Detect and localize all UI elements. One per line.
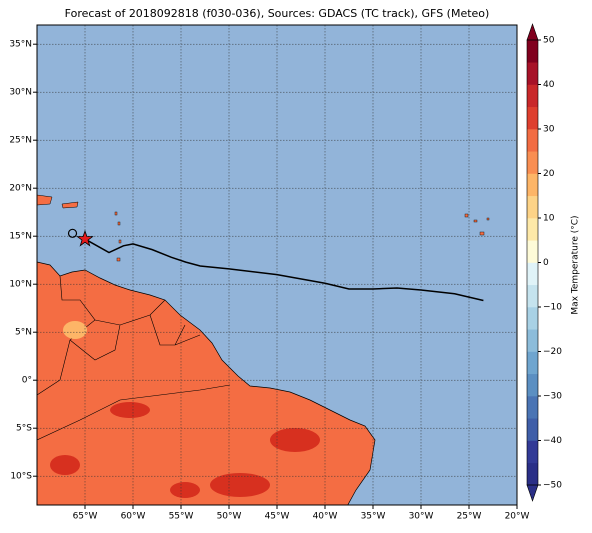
land [37,194,490,505]
island [473,219,478,223]
venezuela-border [69,299,201,361]
hot-patch [110,402,150,418]
colorbar-tick-label: −50 [543,481,562,491]
colorbar-band [527,307,538,330]
colorbar-tick-label: −30 [543,392,562,402]
colorbar-band [527,262,538,286]
colorbar-band [527,284,538,308]
y-tick-label: 10°N [9,280,32,290]
colorbar-band [527,462,538,486]
colorbar-band [527,106,538,130]
x-tick-label: 45°W [265,512,290,522]
colorbar-band [527,40,538,63]
island [116,257,121,262]
island [114,211,118,216]
colorbar-tick-label: −10 [543,303,562,313]
x-tick-label: 20°W [505,512,530,522]
colorbar-band [527,62,538,85]
x-tick-label: 25°W [457,512,482,522]
island [479,231,485,236]
x-tick-label: 60°W [121,512,146,522]
colorbar-tick-label: 20 [543,169,555,179]
colorbar-extend-low [526,484,539,502]
colorbar-tick-label: −20 [543,347,562,357]
chart-title: Forecast of 2018092818 (f030-036), Sourc… [65,7,490,20]
x-tick-label: 65°W [73,512,98,522]
tc-track [84,238,484,302]
island [464,213,469,218]
y-tick-label: 15°N [9,232,32,242]
dry-patch [63,321,87,339]
island [118,239,122,244]
colorbar-band [527,329,538,352]
hot-patch [50,455,80,475]
hot-patch [270,428,320,452]
x-tick-label: 40°W [313,512,338,522]
y-tick-label: 5°S [16,424,32,434]
colorbar-band [527,240,538,263]
y-tick-label: 35°N [9,40,32,50]
colorbar-band [527,195,538,219]
colorbar-extend-high [526,23,539,41]
colorbar-band [527,396,538,419]
colorbar-band [527,173,538,197]
colorbar-tick-label: 30 [543,125,555,135]
colorbar-label: Max Temperature (°C) [571,215,581,314]
y-tick-label: 0° [22,376,32,386]
colorbar-band [527,129,538,152]
colorbar-tick-label: 10 [543,214,555,224]
colorbar-tick-label: 40 [543,80,555,90]
x-tick-label: 50°W [217,512,242,522]
y-tick-label: 10°S [10,472,32,482]
hot-patch [170,482,200,498]
brazil-border [37,384,231,441]
colorbar-band [527,351,538,375]
x-tick-label: 30°W [409,512,434,522]
y-tick-label: 25°N [9,136,32,146]
colorbar-tick-label: 0 [543,258,549,268]
colorbar-band [527,373,538,397]
colorbar-tick-label: 50 [543,36,555,46]
colorbar-band [527,218,538,241]
x-tick-label: 35°W [361,512,386,522]
current-position [76,229,94,247]
colorbar-band [527,84,538,108]
colorbar-band [527,440,538,464]
island [117,221,121,226]
colorbar-band [527,418,538,441]
x-tick-label: 55°W [169,512,194,522]
colorbar-band [527,151,538,174]
island [486,217,490,221]
colorbar-tick-label: −40 [543,436,562,446]
y-tick-label: 30°N [9,88,32,98]
y-tick-label: 5°N [15,328,32,338]
island [37,194,79,209]
y-tick-label: 20°N [9,184,32,194]
past-position [67,228,78,238]
hot-patch [210,473,270,497]
